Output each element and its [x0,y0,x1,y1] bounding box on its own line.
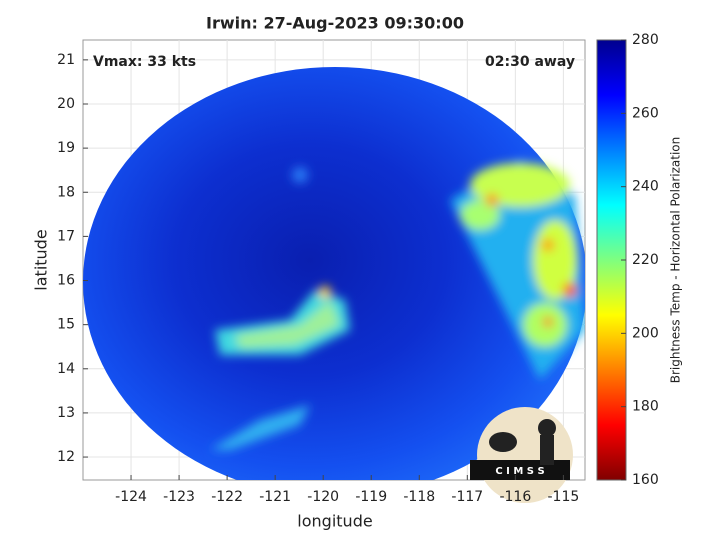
y-axis-label: latitude [32,229,51,290]
annotation: 02:30 away [485,54,575,70]
colorbar-tick-label: 240 [632,179,659,195]
colorbar-label: Brightness Temp - Horizontal Polarizatio… [669,137,683,384]
x-axis-label: longitude [297,512,372,531]
x-tick-label: -116 [499,489,531,505]
swath [83,67,585,480]
chart-title: Irwin: 27-Aug-2023 09:30:00 [206,14,464,33]
colorbar-tick-label: 180 [632,399,659,415]
y-tick-label: 18 [57,184,75,200]
y-tick-label: 13 [57,405,75,421]
colorbar-tick-label: 220 [632,252,659,268]
colorbar-tick-label: 160 [632,472,659,488]
y-tick-label: 20 [57,96,75,112]
warm-features [210,160,585,450]
y-tick-label: 17 [57,228,75,244]
colorbar-tick-label: 280 [632,32,659,48]
x-tick-label: -119 [355,489,387,505]
y-tick-label: 16 [57,273,75,289]
x-tick-label: -120 [307,489,339,505]
x-tick-label: -123 [163,489,195,505]
y-tick-label: 14 [57,361,75,377]
y-tick-label: 15 [57,317,75,333]
x-tick-label: -121 [259,489,291,505]
colorbar-tick-label: 200 [632,325,659,341]
cimss-logo [470,407,573,503]
y-tick-label: 12 [57,449,75,465]
y-tick-label: 19 [57,140,75,156]
x-tick-label: -115 [547,489,579,505]
colorbar-tick-label: 260 [632,105,659,121]
annotation: Vmax: 33 kts [93,54,196,70]
x-tick-label: -118 [403,489,435,505]
x-tick-label: -122 [211,489,243,505]
x-tick-label: -124 [115,489,147,505]
brightness-field [83,67,585,480]
logo-text: C I M S S [495,466,544,477]
x-tick-label: -117 [451,489,483,505]
y-tick-label: 21 [57,52,75,68]
